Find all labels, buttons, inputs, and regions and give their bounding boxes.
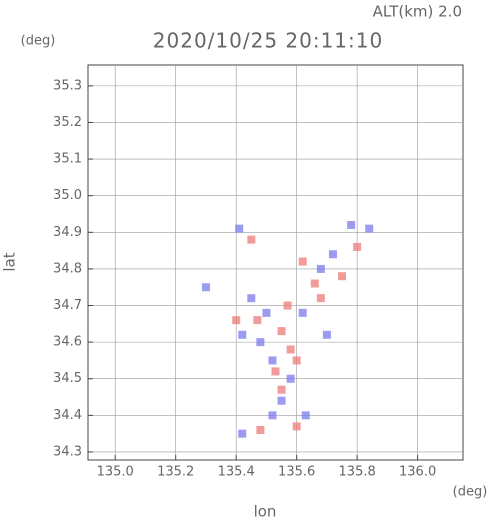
echo-point bbox=[316, 264, 325, 273]
echo-point bbox=[286, 345, 295, 354]
echo-point bbox=[238, 330, 247, 339]
echo-point bbox=[247, 235, 256, 244]
echo-point bbox=[286, 374, 295, 383]
x-tick-label: 135.0 bbox=[97, 465, 134, 480]
echo-point bbox=[271, 367, 280, 376]
x-tick-label: 136.0 bbox=[399, 465, 436, 480]
echo-point bbox=[262, 308, 271, 317]
echo-point bbox=[347, 220, 356, 229]
altitude-label: ALT(km) 2.0 bbox=[373, 3, 462, 21]
echo-point bbox=[277, 385, 286, 394]
y-tick-label: 34.5 bbox=[53, 371, 82, 386]
echo-point bbox=[298, 308, 307, 317]
chart-title: 2020/10/25 20:11:10 bbox=[153, 29, 383, 53]
x-tick-label: 135.6 bbox=[278, 465, 315, 480]
y-tick-label: 35.3 bbox=[53, 78, 82, 93]
echo-point bbox=[268, 356, 277, 365]
echo-point bbox=[365, 224, 374, 233]
y-tick-label: 34.6 bbox=[53, 335, 82, 350]
echo-point bbox=[301, 411, 310, 420]
echo-point bbox=[277, 327, 286, 336]
echo-point bbox=[338, 272, 347, 281]
echo-point bbox=[253, 316, 262, 325]
echo-point bbox=[292, 356, 301, 365]
echo-point bbox=[322, 330, 331, 339]
x-tick-label: 135.4 bbox=[218, 465, 255, 480]
y-unit: (deg) bbox=[21, 34, 56, 49]
echo-point bbox=[283, 301, 292, 310]
y-tick-label: 34.8 bbox=[53, 261, 82, 276]
y-tick-label: 35.2 bbox=[53, 115, 82, 130]
x-unit: (deg) bbox=[453, 485, 488, 500]
echo-point bbox=[277, 396, 286, 405]
echo-point bbox=[310, 279, 319, 288]
echo-point bbox=[298, 257, 307, 266]
y-tick-label: 34.4 bbox=[53, 408, 82, 423]
y-tick-label: 35.0 bbox=[53, 188, 82, 203]
echo-point bbox=[238, 429, 247, 438]
echo-point bbox=[256, 425, 265, 434]
y-tick-label: 35.1 bbox=[53, 152, 82, 167]
echo-point bbox=[235, 224, 244, 233]
echo-point bbox=[316, 294, 325, 303]
echo-point bbox=[247, 294, 256, 303]
echo-point bbox=[232, 316, 241, 325]
echo-point bbox=[292, 422, 301, 431]
echo-point bbox=[268, 411, 277, 420]
x-tick-label: 135.2 bbox=[157, 465, 194, 480]
echo-point bbox=[256, 338, 265, 347]
plot-frame bbox=[87, 64, 464, 461]
y-tick-label: 34.7 bbox=[53, 298, 82, 313]
y-axis-label: lat bbox=[1, 252, 19, 271]
echo-point bbox=[328, 250, 337, 259]
x-axis-label: lon bbox=[254, 503, 277, 521]
x-tick-label: 135.8 bbox=[339, 465, 376, 480]
echo-point bbox=[201, 283, 210, 292]
y-tick-label: 34.9 bbox=[53, 225, 82, 240]
echo-point bbox=[353, 242, 362, 251]
y-tick-label: 34.3 bbox=[53, 444, 82, 459]
